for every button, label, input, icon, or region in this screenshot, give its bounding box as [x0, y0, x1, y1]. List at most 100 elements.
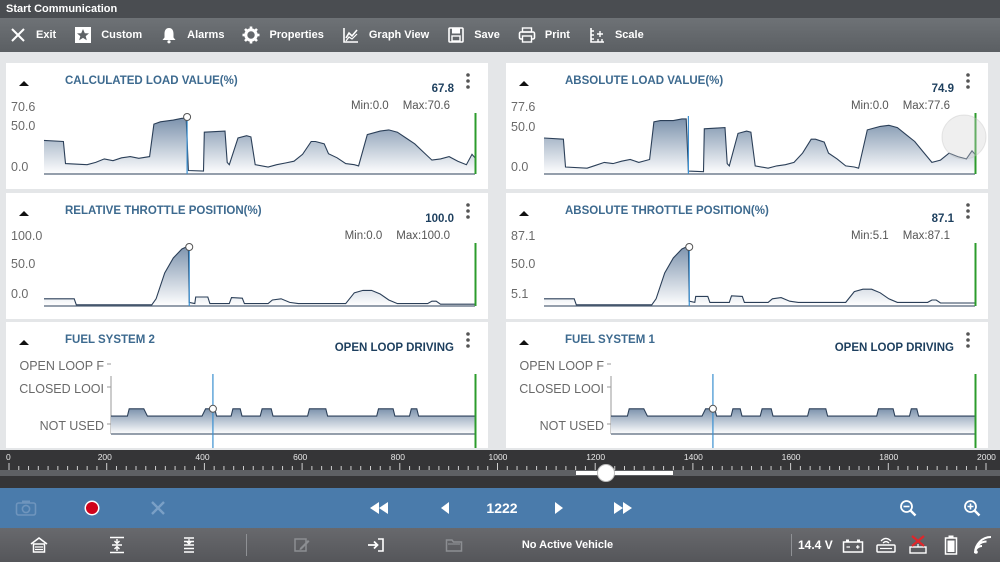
camera-icon[interactable]: [10, 488, 42, 528]
waveform-area: [544, 118, 975, 174]
exit-button[interactable]: Exit: [0, 18, 65, 52]
panel-title: ABSOLUTE THROTTLE POSITION(%): [565, 205, 769, 217]
timeline-ticks: [8, 463, 987, 470]
clear-icon[interactable]: [142, 488, 174, 528]
timeline-tick-label: 800: [390, 452, 405, 462]
waveform-line: [43, 117, 476, 172]
alarms-button[interactable]: Alarms: [151, 18, 233, 52]
printer-icon: [517, 25, 537, 45]
scale-button[interactable]: Scale: [579, 18, 653, 52]
vehicle-status: No Active Vehicle: [521, 539, 614, 551]
custom-button[interactable]: Custom: [65, 18, 151, 52]
record-icon[interactable]: [76, 488, 108, 528]
zoom-out-icon[interactable]: [894, 488, 922, 528]
cursor-marker: [183, 113, 192, 121]
graph-view-button[interactable]: Graph View: [333, 18, 438, 52]
current-value: OPEN LOOP DRIVING: [834, 342, 954, 354]
waveform-line: [44, 245, 475, 306]
collapse-arrow-icon[interactable]: [518, 75, 530, 86]
timeline-window: [575, 471, 674, 475]
battery-icon: [839, 528, 867, 562]
scale-label: Scale: [614, 29, 644, 41]
folder-icon[interactable]: [440, 528, 468, 562]
edit-data-icon[interactable]: [288, 528, 316, 562]
status-divider: [791, 534, 792, 556]
toolbar: Exit Custom Alarms Properties Graph View…: [0, 18, 1000, 52]
more-options-icon[interactable]: [962, 202, 974, 222]
graph-panel[interactable]: RELATIVE THROTTLE POSITION(%) 100.0 Min:0.…: [6, 193, 488, 319]
scale-icon: [587, 25, 607, 45]
properties-button[interactable]: Properties: [233, 18, 332, 52]
fast-forward-icon[interactable]: [608, 488, 638, 528]
y-axis-label: NOT USED: [39, 419, 104, 433]
timeline-tick-label: 2000: [977, 452, 996, 462]
y-axis-label: 50.0: [511, 120, 536, 134]
collapse-arrow-icon[interactable]: [518, 205, 530, 216]
panel-title: ABSOLUTE LOAD VALUE(%): [565, 75, 724, 87]
waveform-plot: [544, 243, 977, 307]
waveform-line: [544, 245, 975, 306]
y-axis-label: 87.1: [511, 229, 536, 243]
print-button[interactable]: Print: [509, 18, 579, 52]
gear-icon: [241, 25, 261, 45]
y-axis-label: 0.0: [11, 160, 29, 174]
graph-panel[interactable]: FUEL SYSTEM 2 OPEN LOOP DRIVING OPEN LOOP …: [6, 322, 488, 448]
timeline-tick-label: 200: [97, 452, 112, 462]
waveform-area: [544, 246, 975, 306]
max-value: Max:100.0: [396, 230, 450, 242]
window-title: Start Communication: [0, 0, 1000, 18]
save-icon: [446, 25, 466, 45]
y-axis-label: 50.0: [11, 119, 36, 133]
timeline-tick-label: 1400: [683, 452, 703, 462]
min-max-readout: Min:5.1 Max:87.1: [851, 230, 950, 242]
panel-title: CALCULATED LOAD VALUE(%): [65, 75, 238, 87]
collapse-arrow-icon[interactable]: [518, 334, 530, 345]
collapse-panels-icon[interactable]: [102, 528, 132, 562]
graph-panels: CALCULATED LOAD VALUE(%) 67.8 Min:0.0 Max:7…: [0, 52, 1000, 450]
graph-panel[interactable]: CALCULATED LOAD VALUE(%) 67.8 Min:0.0 Max:7…: [6, 63, 488, 189]
graph-panel[interactable]: ABSOLUTE THROTTLE POSITION(%) 87.1 Min:5.1…: [506, 193, 988, 319]
home-icon[interactable]: [24, 528, 54, 562]
print-label: Print: [544, 29, 570, 41]
cursor-marker: [208, 404, 217, 413]
more-options-icon[interactable]: [962, 72, 974, 92]
vehicle-disconnected-icon: [904, 528, 932, 562]
cursor-marker: [708, 404, 717, 413]
current-value: OPEN LOOP DRIVING: [334, 342, 454, 354]
frame-counter: 1222: [486, 500, 518, 516]
more-options-icon[interactable]: [462, 331, 474, 351]
close-icon: [8, 25, 28, 45]
timeline-scrubber-handle[interactable]: [596, 464, 615, 482]
fast-rewind-icon[interactable]: [364, 488, 394, 528]
timeline-tick-label: 1800: [879, 452, 899, 462]
status-divider: [246, 534, 247, 556]
y-axis-label: NOT USED: [539, 419, 604, 433]
timeline-tick-label: 1600: [781, 452, 801, 462]
more-options-icon[interactable]: [462, 72, 474, 92]
timeline-tick-labels: 0 200 400 600 800 1000 1200 1400 1600 1800 2000: [0, 452, 1000, 464]
collapse-arrow-icon[interactable]: [18, 75, 30, 86]
collapse-arrow-icon[interactable]: [18, 334, 30, 345]
save-button[interactable]: Save: [438, 18, 509, 52]
waveform-line: [611, 408, 975, 417]
bell-icon: [159, 25, 179, 45]
collapse-arrow-icon[interactable]: [18, 205, 30, 216]
zoom-in-icon[interactable]: [958, 488, 986, 528]
waveform-plot: [44, 243, 477, 307]
y-axis-label: 100.0: [11, 229, 43, 243]
current-value: 100.0: [425, 213, 454, 225]
more-options-icon[interactable]: [462, 202, 474, 222]
graph-panel[interactable]: FUEL SYSTEM 1 OPEN LOOP DRIVING OPEN LOOP …: [506, 322, 988, 448]
step-back-icon[interactable]: [432, 488, 458, 528]
timeline-tick-label: 0: [6, 452, 11, 462]
graph-panel[interactable]: ABSOLUTE LOAD VALUE(%) 74.9 Min:0.0 Max:77.…: [506, 63, 988, 189]
list-view-icon[interactable]: [174, 528, 204, 562]
timeline[interactable]: 0 200 400 600 800 1000 1200 1400 1600 1800 2000: [0, 450, 1000, 488]
min-value: Min:0.0: [850, 100, 889, 112]
waveform-area: [44, 246, 475, 306]
more-options-icon[interactable]: [962, 331, 974, 351]
device-battery-icon: [938, 528, 964, 562]
transfer-icon[interactable]: [362, 528, 390, 562]
save-label: Save: [474, 29, 500, 41]
step-forward-icon[interactable]: [546, 488, 572, 528]
